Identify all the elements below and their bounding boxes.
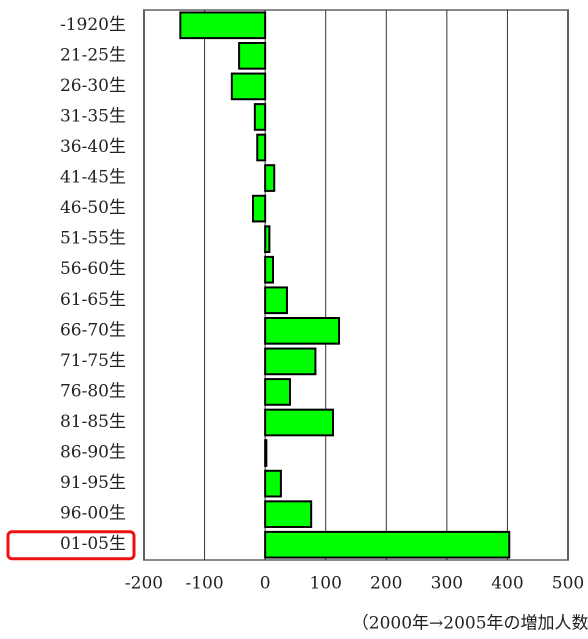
bar (256, 133, 267, 162)
y-tick-label: 91-95生 (60, 473, 126, 493)
x-tick-label: 100 (309, 574, 341, 594)
bar (264, 469, 282, 498)
x-axis-label: （2000年→2005年の増加人数:人） (352, 614, 588, 634)
bar (264, 530, 511, 559)
y-tick-label: 46-50生 (60, 198, 126, 218)
x-tick-label: 400 (491, 574, 523, 594)
x-tick-label: -100 (185, 574, 223, 594)
y-tick-label: 21-25生 (60, 45, 126, 65)
bar (238, 42, 267, 70)
bar (264, 378, 291, 406)
bar (264, 225, 271, 253)
bar (264, 408, 334, 437)
y-tick-label: 36-40生 (60, 137, 126, 157)
bar (264, 439, 268, 467)
bar (264, 347, 317, 376)
y-tick-label: 31-35生 (60, 106, 126, 126)
bar (264, 255, 275, 284)
bar (264, 286, 288, 315)
x-tick-label: 0 (260, 574, 271, 594)
y-tick-label: 86-90生 (60, 443, 126, 463)
y-tick-label: 26-30生 (60, 76, 126, 96)
bar (179, 11, 267, 40)
bar (264, 317, 341, 345)
x-tick-label: 200 (370, 574, 402, 594)
x-tick-label: -200 (125, 574, 163, 594)
highlight-box (6, 530, 136, 561)
y-tick-label: 41-45生 (60, 168, 126, 188)
plot-area (143, 9, 569, 561)
y-tick-label: 71-75生 (60, 351, 126, 371)
x-tick-label: 300 (431, 574, 463, 594)
y-tick-label: -1920生 (60, 15, 126, 35)
bar (264, 500, 313, 529)
y-tick-label: 61-65生 (60, 290, 126, 310)
y-tick-label: 66-70生 (60, 320, 126, 340)
bar (230, 72, 267, 101)
y-tick-label: 81-85生 (60, 412, 126, 432)
y-tick-label: 96-00生 (60, 504, 126, 524)
y-tick-label: 01-05生 (60, 534, 126, 554)
y-tick-label: 51-55生 (60, 229, 126, 249)
bar (253, 103, 267, 131)
x-tick-label: 500 (552, 574, 584, 594)
bar (264, 164, 276, 192)
y-tick-label: 56-60生 (60, 259, 126, 279)
bar (252, 194, 267, 223)
y-tick-label: 76-80生 (60, 381, 126, 401)
